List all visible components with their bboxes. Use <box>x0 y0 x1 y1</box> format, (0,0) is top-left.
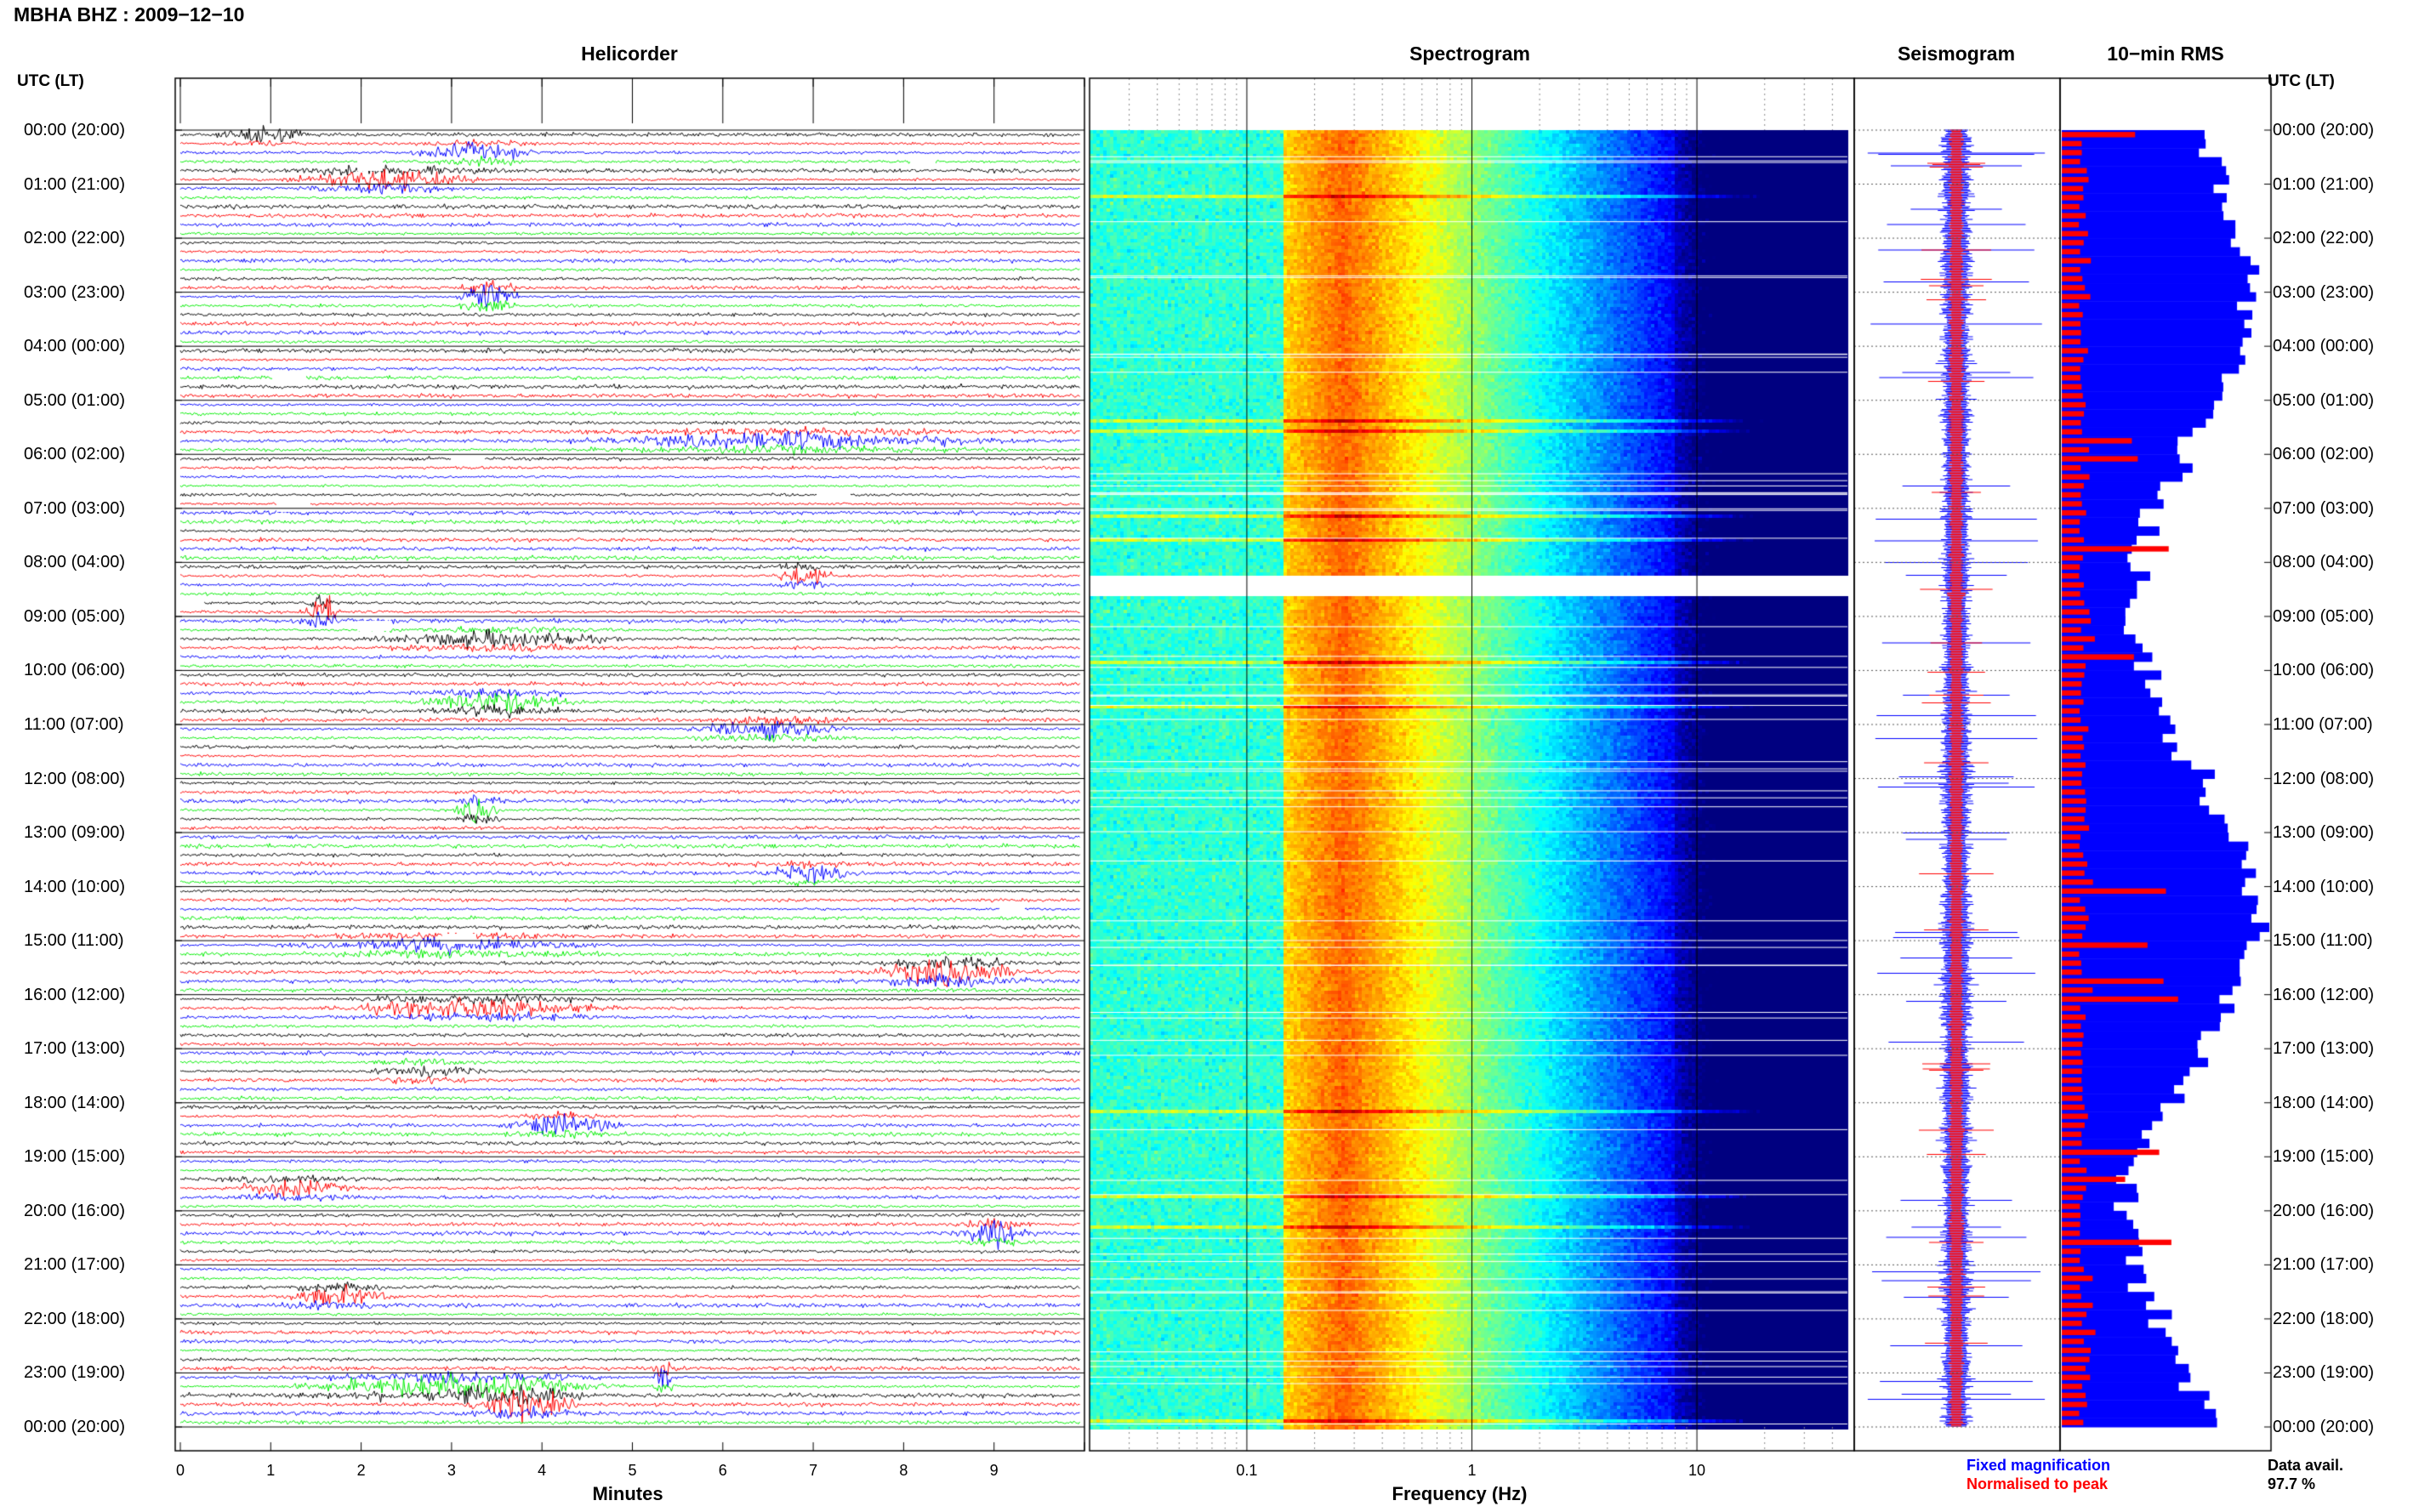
minute-tick-label: 3 <box>447 1462 456 1479</box>
frequency-tick-label: 10 <box>1688 1462 1706 1479</box>
time-label-right: 03:00 (23:00) <box>2273 283 2374 301</box>
chart-title: MBHA BHZ : 2009−12−10 <box>14 3 245 26</box>
time-label-right: 10:00 (06:00) <box>2273 662 2374 679</box>
time-label-right: 05:00 (01:00) <box>2273 391 2374 409</box>
minute-tick-label: 4 <box>538 1462 547 1479</box>
minute-tick-label: 1 <box>266 1462 276 1479</box>
frequency-tick-label: 1 <box>1467 1462 1477 1479</box>
time-label-right: 01:00 (21:00) <box>2273 175 2374 193</box>
legend-fixed-magnification: Fixed magnification <box>1967 1457 2111 1474</box>
minute-tick-label: 9 <box>989 1462 999 1479</box>
minute-tick-label: 7 <box>809 1462 818 1479</box>
time-label-left: 03:00 (23:00) <box>24 282 125 302</box>
time-label-left: 19:00 (15:00) <box>24 1147 125 1167</box>
minute-tick-label: 6 <box>718 1462 727 1479</box>
time-label-left: 11:00 (07:00) <box>24 714 124 734</box>
data-avail-value: 97.7 % <box>2268 1475 2316 1492</box>
time-label-left: 10:00 (06:00) <box>24 661 125 680</box>
time-label-left: 00:00 (20:00) <box>24 1418 125 1436</box>
frequency-axis-label: Frequency (Hz) <box>1392 1483 1528 1504</box>
time-label-left: 22:00 (18:00) <box>24 1309 125 1328</box>
time-label-right: 00:00 (20:00) <box>2273 1418 2374 1435</box>
time-label-left: 01:00 (21:00) <box>24 174 125 194</box>
time-label-right: 14:00 (10:00) <box>2273 878 2374 895</box>
data-avail-label: Data avail. <box>2268 1457 2344 1474</box>
time-label-right: 21:00 (17:00) <box>2273 1256 2374 1274</box>
time-label-left: 23:00 (19:00) <box>24 1363 125 1383</box>
time-label-left: 06:00 (02:00) <box>24 445 125 464</box>
time-label-right: 02:00 (22:00) <box>2273 230 2374 247</box>
time-label-right: 07:00 (03:00) <box>2273 499 2374 517</box>
time-label-left: 18:00 (14:00) <box>24 1093 125 1112</box>
minute-tick-label: 2 <box>356 1462 366 1479</box>
time-label-right: 12:00 (08:00) <box>2273 770 2374 787</box>
utc-axis-label-right: UTC (LT) <box>2268 72 2335 90</box>
seismogram-title: Seismogram <box>1897 43 2016 65</box>
time-label-right: 09:00 (05:00) <box>2273 607 2374 625</box>
minutes-axis-label: Minutes <box>592 1483 663 1504</box>
time-label-right: 06:00 (02:00) <box>2273 446 2374 463</box>
time-label-left: 20:00 (16:00) <box>24 1201 125 1220</box>
time-label-right: 18:00 (14:00) <box>2273 1094 2374 1111</box>
time-label-left: 21:00 (17:00) <box>24 1255 125 1275</box>
time-label-left: 04:00 (00:00) <box>24 337 125 356</box>
frequency-tick-label: 0.1 <box>1236 1462 1258 1479</box>
time-label-right: 08:00 (04:00) <box>2273 554 2374 571</box>
time-label-right: 17:00 (13:00) <box>2273 1040 2374 1058</box>
spectrogram-title: Spectrogram <box>1409 43 1530 65</box>
time-label-left: 13:00 (09:00) <box>24 823 125 843</box>
utc-axis-label-left: UTC (LT) <box>17 72 84 90</box>
time-label-left: 14:00 (10:00) <box>24 877 125 896</box>
time-label-left: 15:00 (11:00) <box>24 931 124 951</box>
time-label-left: 08:00 (04:00) <box>24 553 125 572</box>
time-label-left: 05:00 (01:00) <box>24 390 125 410</box>
time-label-right: 20:00 (16:00) <box>2273 1202 2374 1219</box>
rms-title: 10−min RMS <box>2107 43 2224 65</box>
time-label-right: 00:00 (20:00) <box>2273 122 2374 139</box>
time-label-left: 00:00 (20:00) <box>24 121 125 139</box>
time-label-left: 12:00 (08:00) <box>24 769 125 788</box>
minute-tick-label: 0 <box>175 1462 185 1479</box>
time-label-left: 02:00 (22:00) <box>24 229 125 248</box>
time-label-left: 16:00 (12:00) <box>24 985 125 1004</box>
time-label-right: 22:00 (18:00) <box>2273 1310 2374 1327</box>
time-label-right: 23:00 (19:00) <box>2273 1364 2374 1382</box>
time-label-right: 16:00 (12:00) <box>2273 986 2374 1003</box>
legend-normalised-to-peak: Normalised to peak <box>1967 1475 2109 1492</box>
time-label-right: 11:00 (07:00) <box>2273 715 2373 733</box>
time-label-left: 09:00 (05:00) <box>24 606 125 626</box>
time-label-left: 07:00 (03:00) <box>24 498 125 518</box>
minute-tick-label: 8 <box>899 1462 908 1479</box>
helicorder-title: Helicorder <box>581 43 678 65</box>
time-label-left: 17:00 (13:00) <box>24 1039 125 1059</box>
time-label-right: 15:00 (11:00) <box>2273 932 2373 950</box>
time-label-right: 19:00 (15:00) <box>2273 1148 2374 1166</box>
minute-tick-label: 5 <box>628 1462 637 1479</box>
time-label-right: 13:00 (09:00) <box>2273 824 2374 842</box>
time-label-right: 04:00 (00:00) <box>2273 338 2374 355</box>
